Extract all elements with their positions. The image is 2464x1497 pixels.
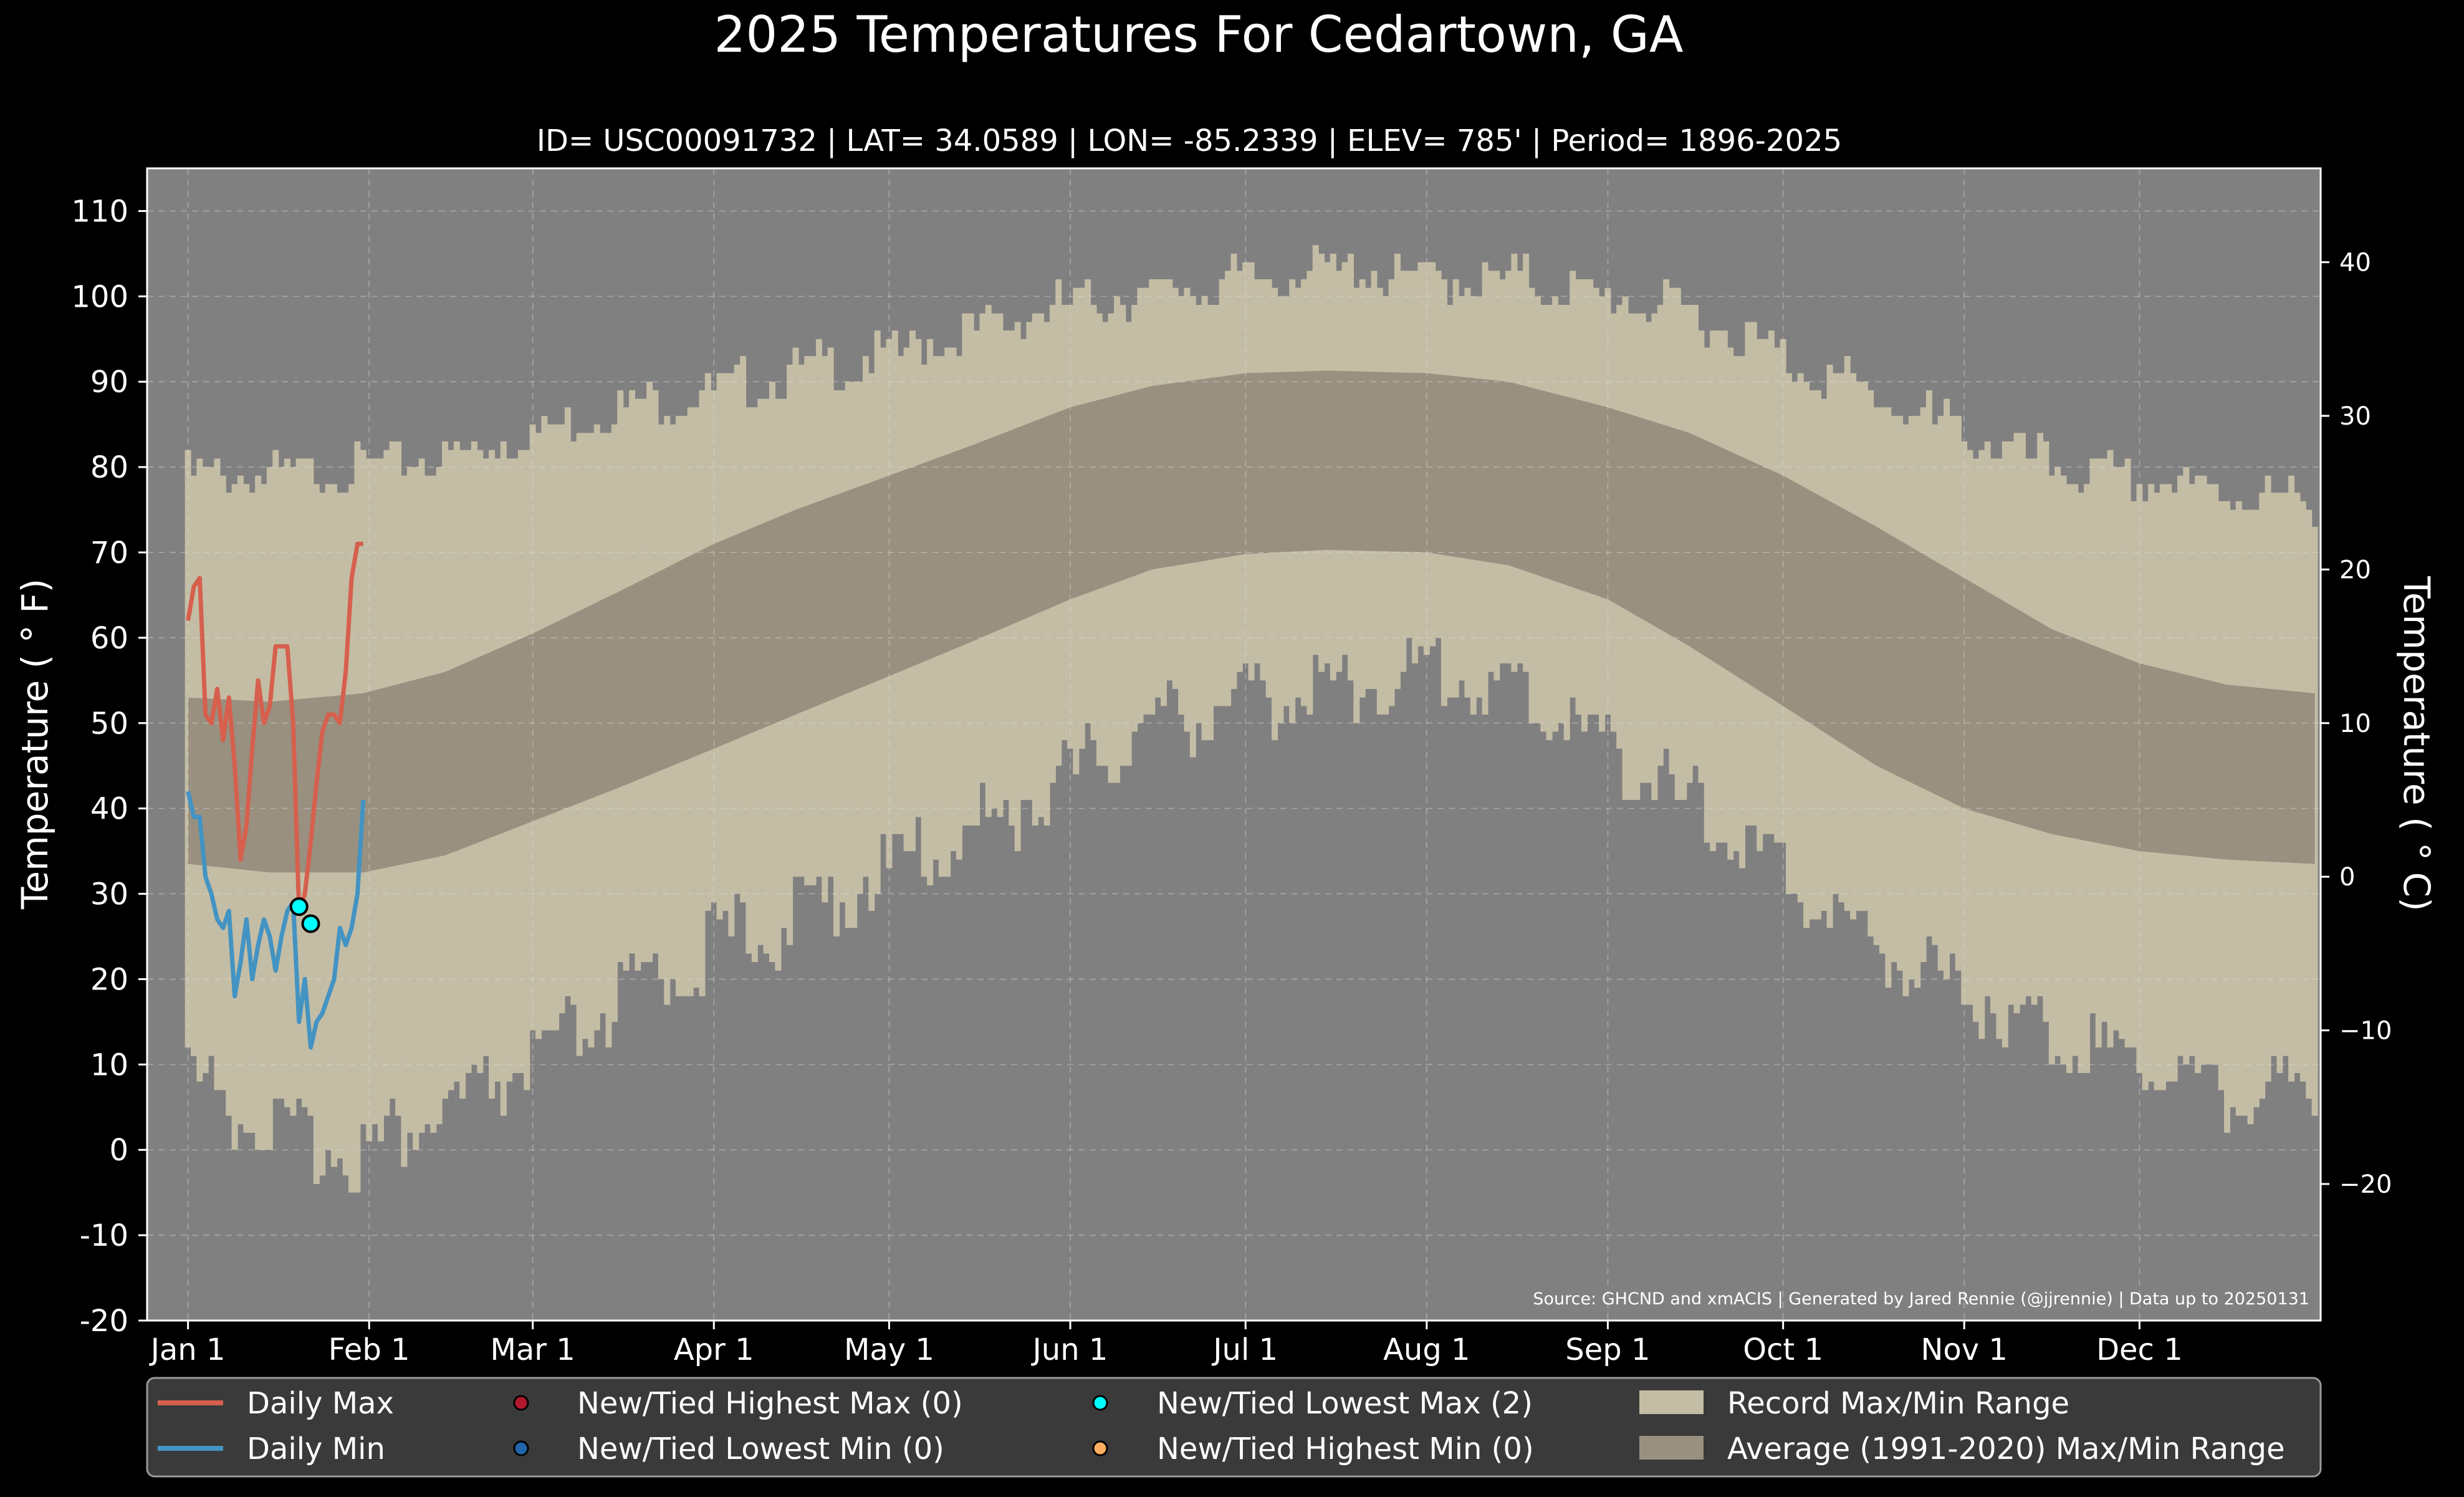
y-right-tick-label: −10	[2339, 1017, 2392, 1046]
legend-box	[146, 1377, 2322, 1478]
legend-marker-highest-min	[1092, 1440, 1108, 1456]
legend-marker-lowest-max	[1092, 1395, 1108, 1411]
y-tick-label: 20	[90, 962, 128, 997]
y-tick-label: 110	[71, 194, 128, 229]
y-tick-label: 80	[90, 450, 128, 485]
y-right-tick-label: 0	[2339, 863, 2355, 892]
new-lowest-max-marker	[301, 914, 320, 933]
source-note: Source: GHCND and xmACIS | Generated by …	[1533, 1289, 2309, 1309]
y-tick-label: 100	[71, 279, 128, 314]
x-tick-label: Jun 1	[1031, 1332, 1108, 1367]
x-tick-label: Sep 1	[1565, 1332, 1650, 1367]
y-right-tick-label: 20	[2339, 556, 2371, 584]
legend-label-lowest-min: New/Tied Lowest Min (0)	[577, 1432, 944, 1466]
x-tick-label: Aug 1	[1383, 1332, 1470, 1367]
y-axis-right: −20 −10 0 10 20 30 40	[2321, 249, 2392, 1199]
legend-label-lowest-max: New/Tied Lowest Max (2)	[1157, 1386, 1533, 1421]
y-tick-label: -20	[80, 1304, 128, 1339]
x-tick-label: Apr 1	[674, 1332, 754, 1367]
legend-marker-highest-max	[513, 1395, 529, 1411]
plot-frame	[146, 167, 2322, 1322]
new-lowest-max-marker	[289, 897, 309, 917]
legend-label-normal-range: Average (1991-2020) Max/Min Range	[1727, 1432, 2285, 1466]
legend-swatch-normal-range	[1639, 1436, 1704, 1460]
daily-min-line	[186, 791, 366, 1050]
y-right-tick-label: −20	[2339, 1170, 2392, 1199]
y-tick-label: 10	[90, 1047, 128, 1082]
chart-title: 2025 Temperatures For Cedartown, GA	[714, 6, 1683, 64]
y-tick-label: 0	[109, 1133, 128, 1168]
y-tick-label: 40	[90, 792, 128, 827]
y-right-tick-label: 30	[2339, 402, 2371, 431]
legend-label-record-range: Record Max/Min Range	[1727, 1386, 2069, 1421]
x-tick-label: Jan 1	[149, 1332, 226, 1367]
daily-max-line	[186, 541, 363, 913]
x-tick-label: May 1	[844, 1332, 934, 1367]
y-axis-label-right: Temperature ( ° C)	[2395, 575, 2438, 911]
legend-label-daily-min: Daily Min	[247, 1432, 385, 1466]
legend-marker-lowest-min	[513, 1440, 529, 1456]
y-axis-left: -20 -10 0 10 20 30 40 50 60 70 80 90 100 110	[71, 194, 147, 1339]
y-axis-label-left: Temperature ( ° F)	[14, 579, 56, 910]
record-range-bar	[2311, 526, 2318, 1116]
x-tick-label: Mar 1	[490, 1332, 575, 1367]
x-tick-label: Feb 1	[328, 1332, 410, 1367]
normal-range-band	[188, 370, 2315, 873]
y-tick-label: 50	[90, 706, 128, 741]
legend-label-daily-max: Daily Max	[247, 1386, 394, 1421]
plot-area: Source: GHCND and xmACIS | Generated by …	[146, 167, 2322, 1322]
legend: Daily Max Daily Min New/Tied Highest Max…	[146, 1377, 2322, 1478]
x-tick-label: Dec 1	[2096, 1332, 2183, 1367]
y-right-tick-label: 40	[2339, 249, 2371, 277]
chart-subtitle: ID= USC00091732 | LAT= 34.0589 | LON= -8…	[537, 123, 1842, 158]
y-tick-label: 70	[90, 536, 128, 570]
y-tick-label: 30	[90, 877, 128, 912]
y-tick-label: 60	[90, 621, 128, 656]
x-tick-label: Nov 1	[1920, 1332, 2007, 1367]
x-tick-label: Oct 1	[1743, 1332, 1823, 1367]
x-axis: Jan 1 Feb 1 Mar 1 Apr 1 May 1 Jun 1 Jul 1 Aug 1…	[149, 1321, 2183, 1367]
legend-label-highest-min: New/Tied Highest Min (0)	[1157, 1432, 1534, 1466]
y-tick-label: 90	[90, 365, 128, 400]
y-right-tick-label: 10	[2339, 710, 2371, 738]
grid-lines	[147, 168, 2321, 1321]
x-tick-label: Jul 1	[1211, 1332, 1278, 1367]
record-markers	[289, 897, 320, 933]
legend-label-highest-max: New/Tied Highest Max (0)	[577, 1386, 963, 1421]
y-tick-label: -10	[80, 1218, 128, 1253]
legend-swatch-record-range	[1639, 1390, 1704, 1414]
